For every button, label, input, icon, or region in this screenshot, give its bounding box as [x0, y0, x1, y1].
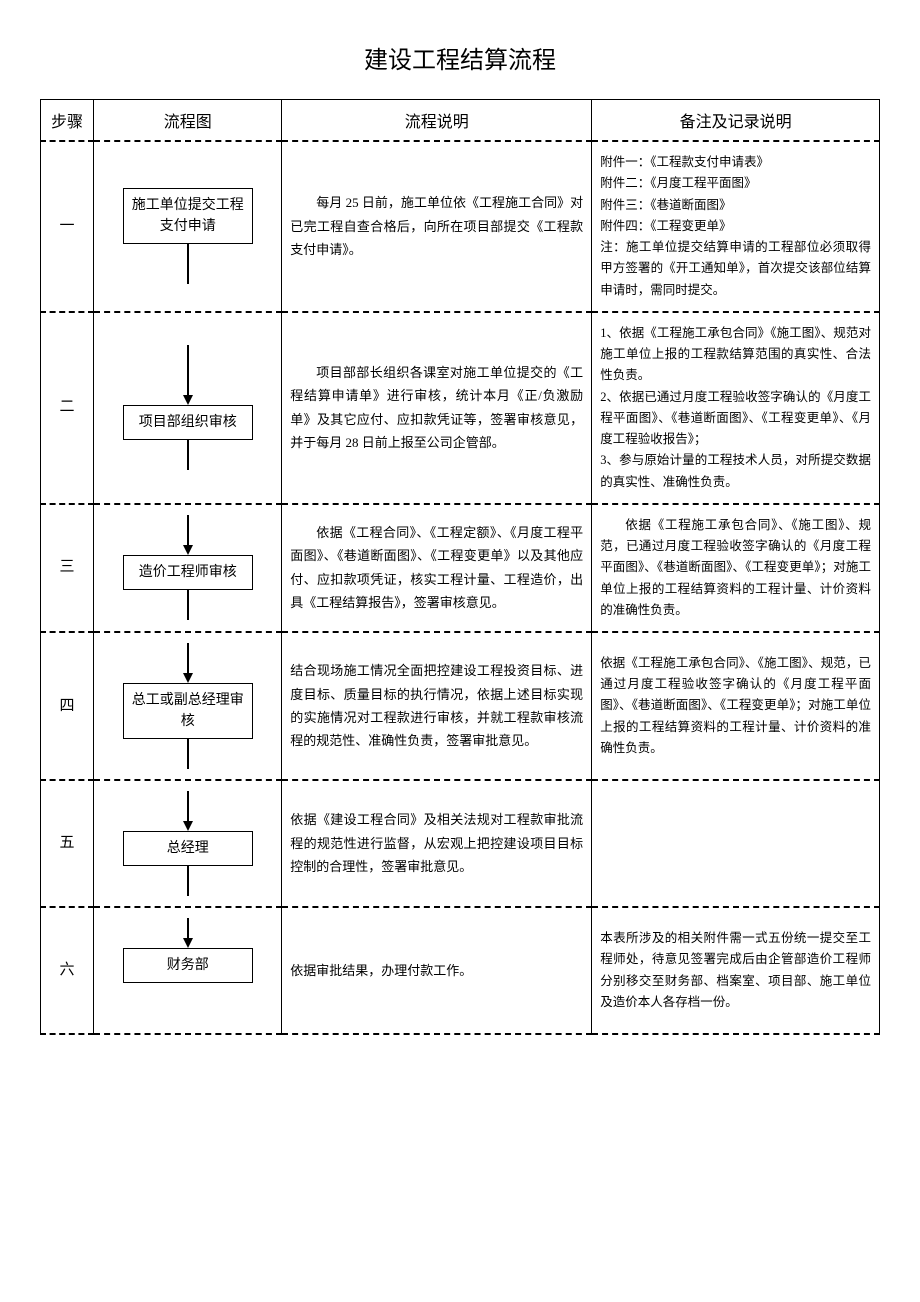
arrow-line: [187, 590, 189, 620]
description-cell: 结合现场施工情况全面把控建设工程投资目标、进度目标、质量目标的执行情况，依据上述…: [282, 632, 592, 780]
notes-text: 本表所涉及的相关附件需一式五份统一提交至工程师处，待意见签署完成后由企管部造价工…: [600, 928, 871, 1013]
arrow-line: [187, 918, 189, 938]
flow-box: 总工或副总经理审核: [123, 683, 253, 739]
description-cell: 依据《建设工程合同》及相关法规对工程款审批流程的规范性进行监督，从宏观上把控建设…: [282, 780, 592, 907]
arrow-head-icon: [183, 938, 193, 948]
description-cell: 每月 25 日前，施工单位依《工程施工合同》对已完工程自查合格后，向所在项目部提…: [282, 141, 592, 312]
notes-cell: 1、依据《工程施工承包合同》《施工图》、规范对施工单位上报的工程款结算范围的真实…: [592, 312, 880, 504]
notes-cell: 本表所涉及的相关附件需一式五份统一提交至工程师处，待意见签署完成后由企管部造价工…: [592, 907, 880, 1034]
arrow-head-icon: [183, 673, 193, 683]
notes-text: 依据《工程施工承包合同》、《施工图》、规范，已通过月度工程验收签字确认的《月度工…: [600, 653, 871, 759]
flow-box: 施工单位提交工程支付申请: [123, 188, 253, 244]
header-flowchart: 流程图: [94, 100, 282, 142]
notes-cell: 依据《工程施工承包合同》、《施工图》、规范，已通过月度工程验收签字确认的《月度工…: [592, 632, 880, 780]
flowchart-cell: 造价工程师审核: [94, 504, 282, 632]
header-step: 步骤: [41, 100, 94, 142]
table-row: 四 总工或副总经理审核 结合现场施工情况全面把控建设工程投资目标、进度目标、质量…: [41, 632, 880, 780]
notes-text: 依据《工程施工承包合同》、《施工图》、规范，已通过月度工程验收签字确认的《月度工…: [600, 515, 871, 621]
flow-box: 总经理: [123, 831, 253, 866]
notes-text: 1、依据《工程施工承包合同》《施工图》、规范对施工单位上报的工程款结算范围的真实…: [600, 323, 871, 493]
description-cell: 依据《工程合同》、《工程定额》、《月度工程平面图》、《巷道断面图》、《工程变更单…: [282, 504, 592, 632]
table-row: 一 施工单位提交工程支付申请 每月 25 日前，施工单位依《工程施工合同》对已完…: [41, 141, 880, 312]
arrow-head-icon: [183, 545, 193, 555]
table-row: 二 项目部组织审核 项目部部长组织各课室对施工单位提交的《工程结算申请单》进行审…: [41, 312, 880, 504]
arrow-line: [187, 791, 189, 821]
arrow-head-icon: [183, 821, 193, 831]
notes-cell: 依据《工程施工承包合同》、《施工图》、规范，已通过月度工程验收签字确认的《月度工…: [592, 504, 880, 632]
description-text: 依据《工程合同》、《工程定额》、《月度工程平面图》、《巷道断面图》、《工程变更单…: [290, 521, 583, 615]
description-text: 项目部部长组织各课室对施工单位提交的《工程结算申请单》进行审核，统计本月《正/负…: [290, 361, 583, 455]
header-row: 步骤 流程图 流程说明 备注及记录说明: [41, 100, 880, 142]
table-row: 三 造价工程师审核 依据《工程合同》、《工程定额》、《月度工程平面图》、《巷道断…: [41, 504, 880, 632]
arrow-head-icon: [183, 395, 193, 405]
notes-cell: [592, 780, 880, 907]
step-number: 三: [41, 504, 94, 632]
description-text: 结合现场施工情况全面把控建设工程投资目标、进度目标、质量目标的执行情况，依据上述…: [290, 659, 583, 753]
table-row: 六 财务部 依据审批结果，办理付款工作。 本表所涉及的相关附件需一式五份统一提交…: [41, 907, 880, 1034]
arrow-line: [187, 739, 189, 769]
arrow-line: [187, 643, 189, 673]
flow-box: 项目部组织审核: [123, 405, 253, 440]
description-cell: 依据审批结果，办理付款工作。: [282, 907, 592, 1034]
arrow-line: [187, 244, 189, 284]
notes-text: 附件一：《工程款支付申请表》 附件二：《月度工程平面图》 附件三：《巷道断面图》…: [600, 152, 871, 301]
arrow-line: [187, 866, 189, 896]
flow-box: 造价工程师审核: [123, 555, 253, 590]
flowchart-cell: 财务部: [94, 907, 282, 1034]
flow-box: 财务部: [123, 948, 253, 983]
step-number: 一: [41, 141, 94, 312]
page-title: 建设工程结算流程: [40, 40, 880, 75]
step-number: 五: [41, 780, 94, 907]
notes-cell: 附件一：《工程款支付申请表》 附件二：《月度工程平面图》 附件三：《巷道断面图》…: [592, 141, 880, 312]
step-number: 六: [41, 907, 94, 1034]
flowchart-cell: 施工单位提交工程支付申请: [94, 141, 282, 312]
arrow-line: [187, 515, 189, 545]
description-text: 依据审批结果，办理付款工作。: [290, 959, 583, 982]
header-notes: 备注及记录说明: [592, 100, 880, 142]
arrow-line: [187, 440, 189, 470]
process-table: 步骤 流程图 流程说明 备注及记录说明 一 施工单位提交工程支付申请 每月 25…: [40, 99, 880, 1035]
flowchart-cell: 总工或副总经理审核: [94, 632, 282, 780]
header-description: 流程说明: [282, 100, 592, 142]
flowchart-cell: 总经理: [94, 780, 282, 907]
table-row: 五 总经理 依据《建设工程合同》及相关法规对工程款审批流程的规范性进行监督，从宏…: [41, 780, 880, 907]
description-text: 依据《建设工程合同》及相关法规对工程款审批流程的规范性进行监督，从宏观上把控建设…: [290, 808, 583, 878]
arrow-line: [187, 345, 189, 395]
description-text: 每月 25 日前，施工单位依《工程施工合同》对已完工程自查合格后，向所在项目部提…: [290, 191, 583, 261]
description-cell: 项目部部长组织各课室对施工单位提交的《工程结算申请单》进行审核，统计本月《正/负…: [282, 312, 592, 504]
flowchart-cell: 项目部组织审核: [94, 312, 282, 504]
step-number: 四: [41, 632, 94, 780]
step-number: 二: [41, 312, 94, 504]
